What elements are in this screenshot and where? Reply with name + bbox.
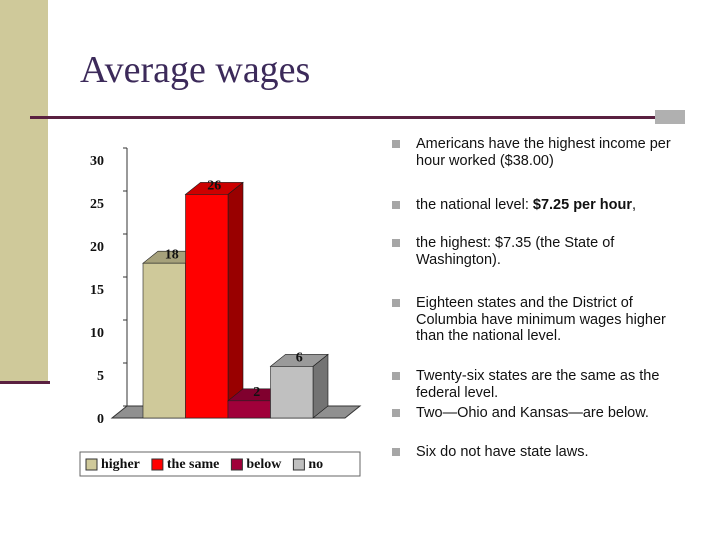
bullet-marker [392,299,400,307]
bullet: the highest: $7.35 (the State of Washing… [392,235,677,268]
legend-label: no [308,457,323,472]
bullet-text-part: the highest: $7.35 (the State of Washing… [416,235,615,268]
bullet: Americans have the highest income per ho… [392,136,677,169]
bullet: Six do not have state laws. [392,444,677,461]
bullet-text: Americans have the highest income per ho… [416,136,677,169]
bullet-text-part: the national level: [416,197,533,213]
rule [30,116,685,119]
y-tick-label: 15 [90,283,104,298]
bullet-text-part: Six do not have state laws. [416,444,589,460]
bullet-text-part: $7.25 per hour [532,197,633,213]
bullet-marker [392,409,400,417]
legend-label: the same [167,457,220,472]
legend-box [79,451,361,477]
bullet-marker [392,448,400,456]
data-label: 18 [165,247,179,262]
bar [142,262,186,419]
legend-swatch [85,458,98,471]
y-tick-label: 20 [90,240,104,255]
legend-swatch [292,458,305,471]
y-tick-label: 30 [90,154,104,169]
bullet-text: Six do not have state laws. [416,444,677,461]
bar [227,400,271,419]
data-label: 2 [253,385,260,400]
bullet: Twenty-six states are the same as the fe… [392,368,677,401]
bar [185,194,229,419]
bullet-marker [392,239,400,247]
data-label: 6 [296,351,303,366]
bullet-marker [392,201,400,209]
y-tick-label: 5 [97,369,104,384]
bullet: Eighteen states and the District of Colu… [392,295,677,345]
bar-side [227,181,244,419]
bullet-marker [392,140,400,148]
y-tick-label: 10 [90,326,104,341]
bullet-marker [392,372,400,380]
y-tick-label: 0 [97,412,104,427]
rule-accent [655,110,685,124]
bullet-text: Eighteen states and the District of Colu… [416,295,677,345]
side-band [0,0,48,383]
bullet-text: Two—Ohio and Kansas—are below. [416,405,677,422]
bullet-text-part: , [632,197,637,213]
bullet-text: Twenty-six states are the same as the fe… [416,368,677,401]
bullet-text-part: Two—Ohio and Kansas—are below. [416,405,649,421]
legend-swatch [230,458,243,471]
y-tick-label: 25 [90,197,104,212]
legend-swatch [151,458,164,471]
bullet-text-part: Eighteen states and the District of Colu… [416,295,666,344]
bullet-text-part: Twenty-six states are the same as the fe… [416,368,660,401]
legend-label: higher [101,457,140,472]
data-label: 26 [207,179,221,194]
slide-title: Average wages [80,49,311,91]
bullet: the national level: $7.25 per hour, [392,197,677,214]
bullet-text-part: Americans have the highest income per ho… [416,136,671,169]
legend-label: below [246,457,282,472]
bar [270,366,314,419]
bullet-text: the national level: $7.25 per hour, [416,197,677,214]
side-band-line [0,381,50,384]
bullet-text: the highest: $7.35 (the State of Washing… [416,235,677,268]
bullet: Two—Ohio and Kansas—are below. [392,405,677,422]
